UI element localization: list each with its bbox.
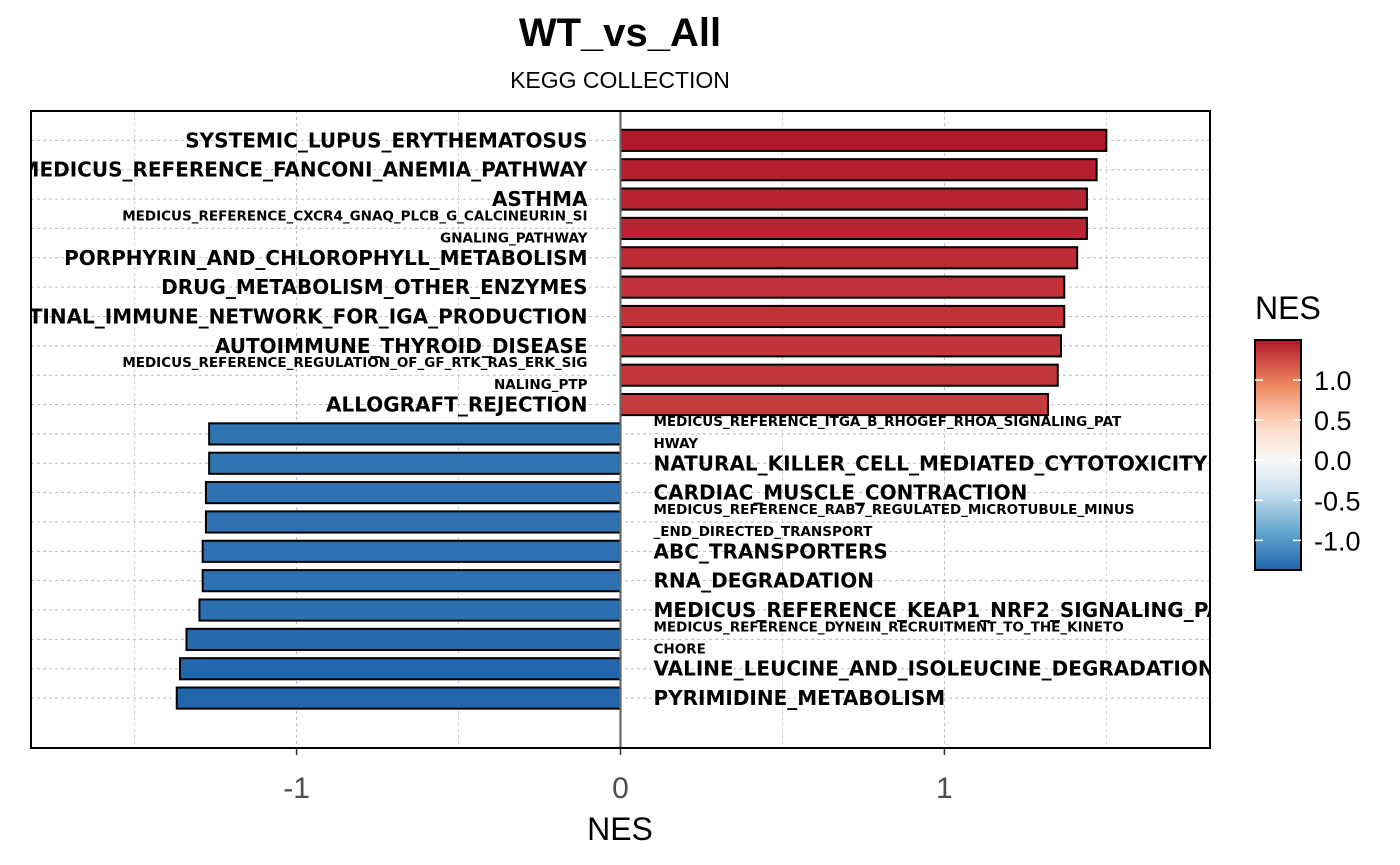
bar-label-line: MEDICUS_REFERENCE_CXCR4_GNAQ_PLCB_G_CALC… <box>122 208 587 224</box>
bar-label: ALLOGRAFT_REJECTION <box>326 393 588 417</box>
legend-colorbar <box>1254 339 1302 571</box>
chart-title: WT_vs_All <box>519 11 721 55</box>
bar-label-line: CHORE <box>654 641 706 657</box>
bar <box>619 304 1066 329</box>
bar-label-line: HWAY <box>654 436 699 452</box>
bar <box>619 392 1050 417</box>
bar <box>204 481 622 505</box>
legend-tick-label: 1.0 <box>1314 366 1352 396</box>
bar-labels: SYSTEMIC_LUPUS_ERYTHEMATOSUS MEDICUS_REFE… <box>0 128 1301 710</box>
bar <box>619 334 1063 358</box>
bar-label-line: MEDICUS_REFERENCE_DYNEIN_RECRUITMENT_TO_… <box>654 619 1124 635</box>
bar-label-line: _END_DIRECTED_TRANSPORT <box>654 524 874 540</box>
bar <box>201 569 622 593</box>
legend-tick-label: -0.5 <box>1314 486 1361 516</box>
bar <box>208 451 622 475</box>
bar <box>208 422 622 446</box>
bar <box>619 158 1098 182</box>
bar <box>619 246 1079 270</box>
legend-tick-label: 0.0 <box>1314 446 1352 476</box>
bar-label: DRUG_METABOLISM_OTHER_ENZYMES <box>161 275 587 299</box>
bar <box>619 128 1108 152</box>
x-tick-label: 0 <box>612 772 629 805</box>
bar-label: AUTOIMMUNE_THYROID_DISEASE <box>215 334 588 358</box>
bar <box>175 686 622 710</box>
bar-label: RNA_DEGRADATION <box>654 569 875 593</box>
bar-label-line: MEDICUS_REFERENCE_RAB7_REGULATED_MICROTU… <box>654 502 1135 518</box>
chart-subtitle: KEGG COLLECTION <box>510 67 730 93</box>
bar-label: ASTHMA <box>492 187 588 211</box>
bar-label: MEDICUS_REFERENCE_KEAP1_NRF2_SIGNALING_P… <box>654 598 1301 622</box>
bar <box>619 275 1066 299</box>
x-axis-title: NES <box>587 811 653 847</box>
bar-label-line: MEDICUS_REFERENCE_ITGA_B_RHOGEF_RHOA_SIG… <box>654 414 1122 430</box>
bar <box>619 363 1059 387</box>
bar <box>201 539 622 563</box>
bar <box>178 657 622 681</box>
x-tick-label: 1 <box>936 772 953 805</box>
x-tick-label: -1 <box>283 772 310 805</box>
bar-label-line: MEDICUS_REFERENCE_REGULATION_OF_GF_RTK_R… <box>122 355 587 371</box>
legend-ticks: 1.0 0.5 0.0 -0.5 -1.0 <box>1255 366 1361 556</box>
bar-label: VALINE_LEUCINE_AND_ISOLEUCINE_DEGRADATIO… <box>654 657 1215 681</box>
bar-label: SYSTEMIC_LUPUS_ERYTHEMATOSUS <box>185 128 587 152</box>
legend-tick-label: 0.5 <box>1314 406 1352 436</box>
bar <box>185 627 622 651</box>
color-legend: NES 1.0 0.5 0.0 -0.5 -1.0 <box>1254 290 1361 571</box>
bar-label: INTESTINAL_IMMUNE_NETWORK_FOR_IGA_PRODUC… <box>0 304 588 328</box>
legend-tick-label: -1.0 <box>1314 526 1361 556</box>
bar <box>619 216 1088 240</box>
bar-label: MEDICUS_REFERENCE_FANCONI_ANEMIA_PATHWAY <box>20 158 588 182</box>
bar-label-line: GNALING_PATHWAY <box>440 230 588 246</box>
bar-label: NATURAL_KILLER_CELL_MEDIATED_CYTOTOXICIT… <box>654 451 1208 475</box>
bars <box>175 128 1108 710</box>
bar-label: PORPHYRIN_AND_CHLOROPHYLL_METABOLISM <box>64 246 587 270</box>
bar <box>619 187 1088 211</box>
bar <box>204 510 622 534</box>
bar-label: ABC_TRANSPORTERS <box>654 539 888 563</box>
bar-label-line: NALING_PTP <box>494 377 588 393</box>
bar-label: CARDIAC_MUSCLE_CONTRACTION <box>654 481 1028 505</box>
legend-title: NES <box>1255 290 1321 326</box>
x-axis: -1 0 1 <box>283 748 953 805</box>
bar <box>198 598 622 622</box>
bar-label: PYRIMIDINE_METABOLISM <box>654 686 946 710</box>
